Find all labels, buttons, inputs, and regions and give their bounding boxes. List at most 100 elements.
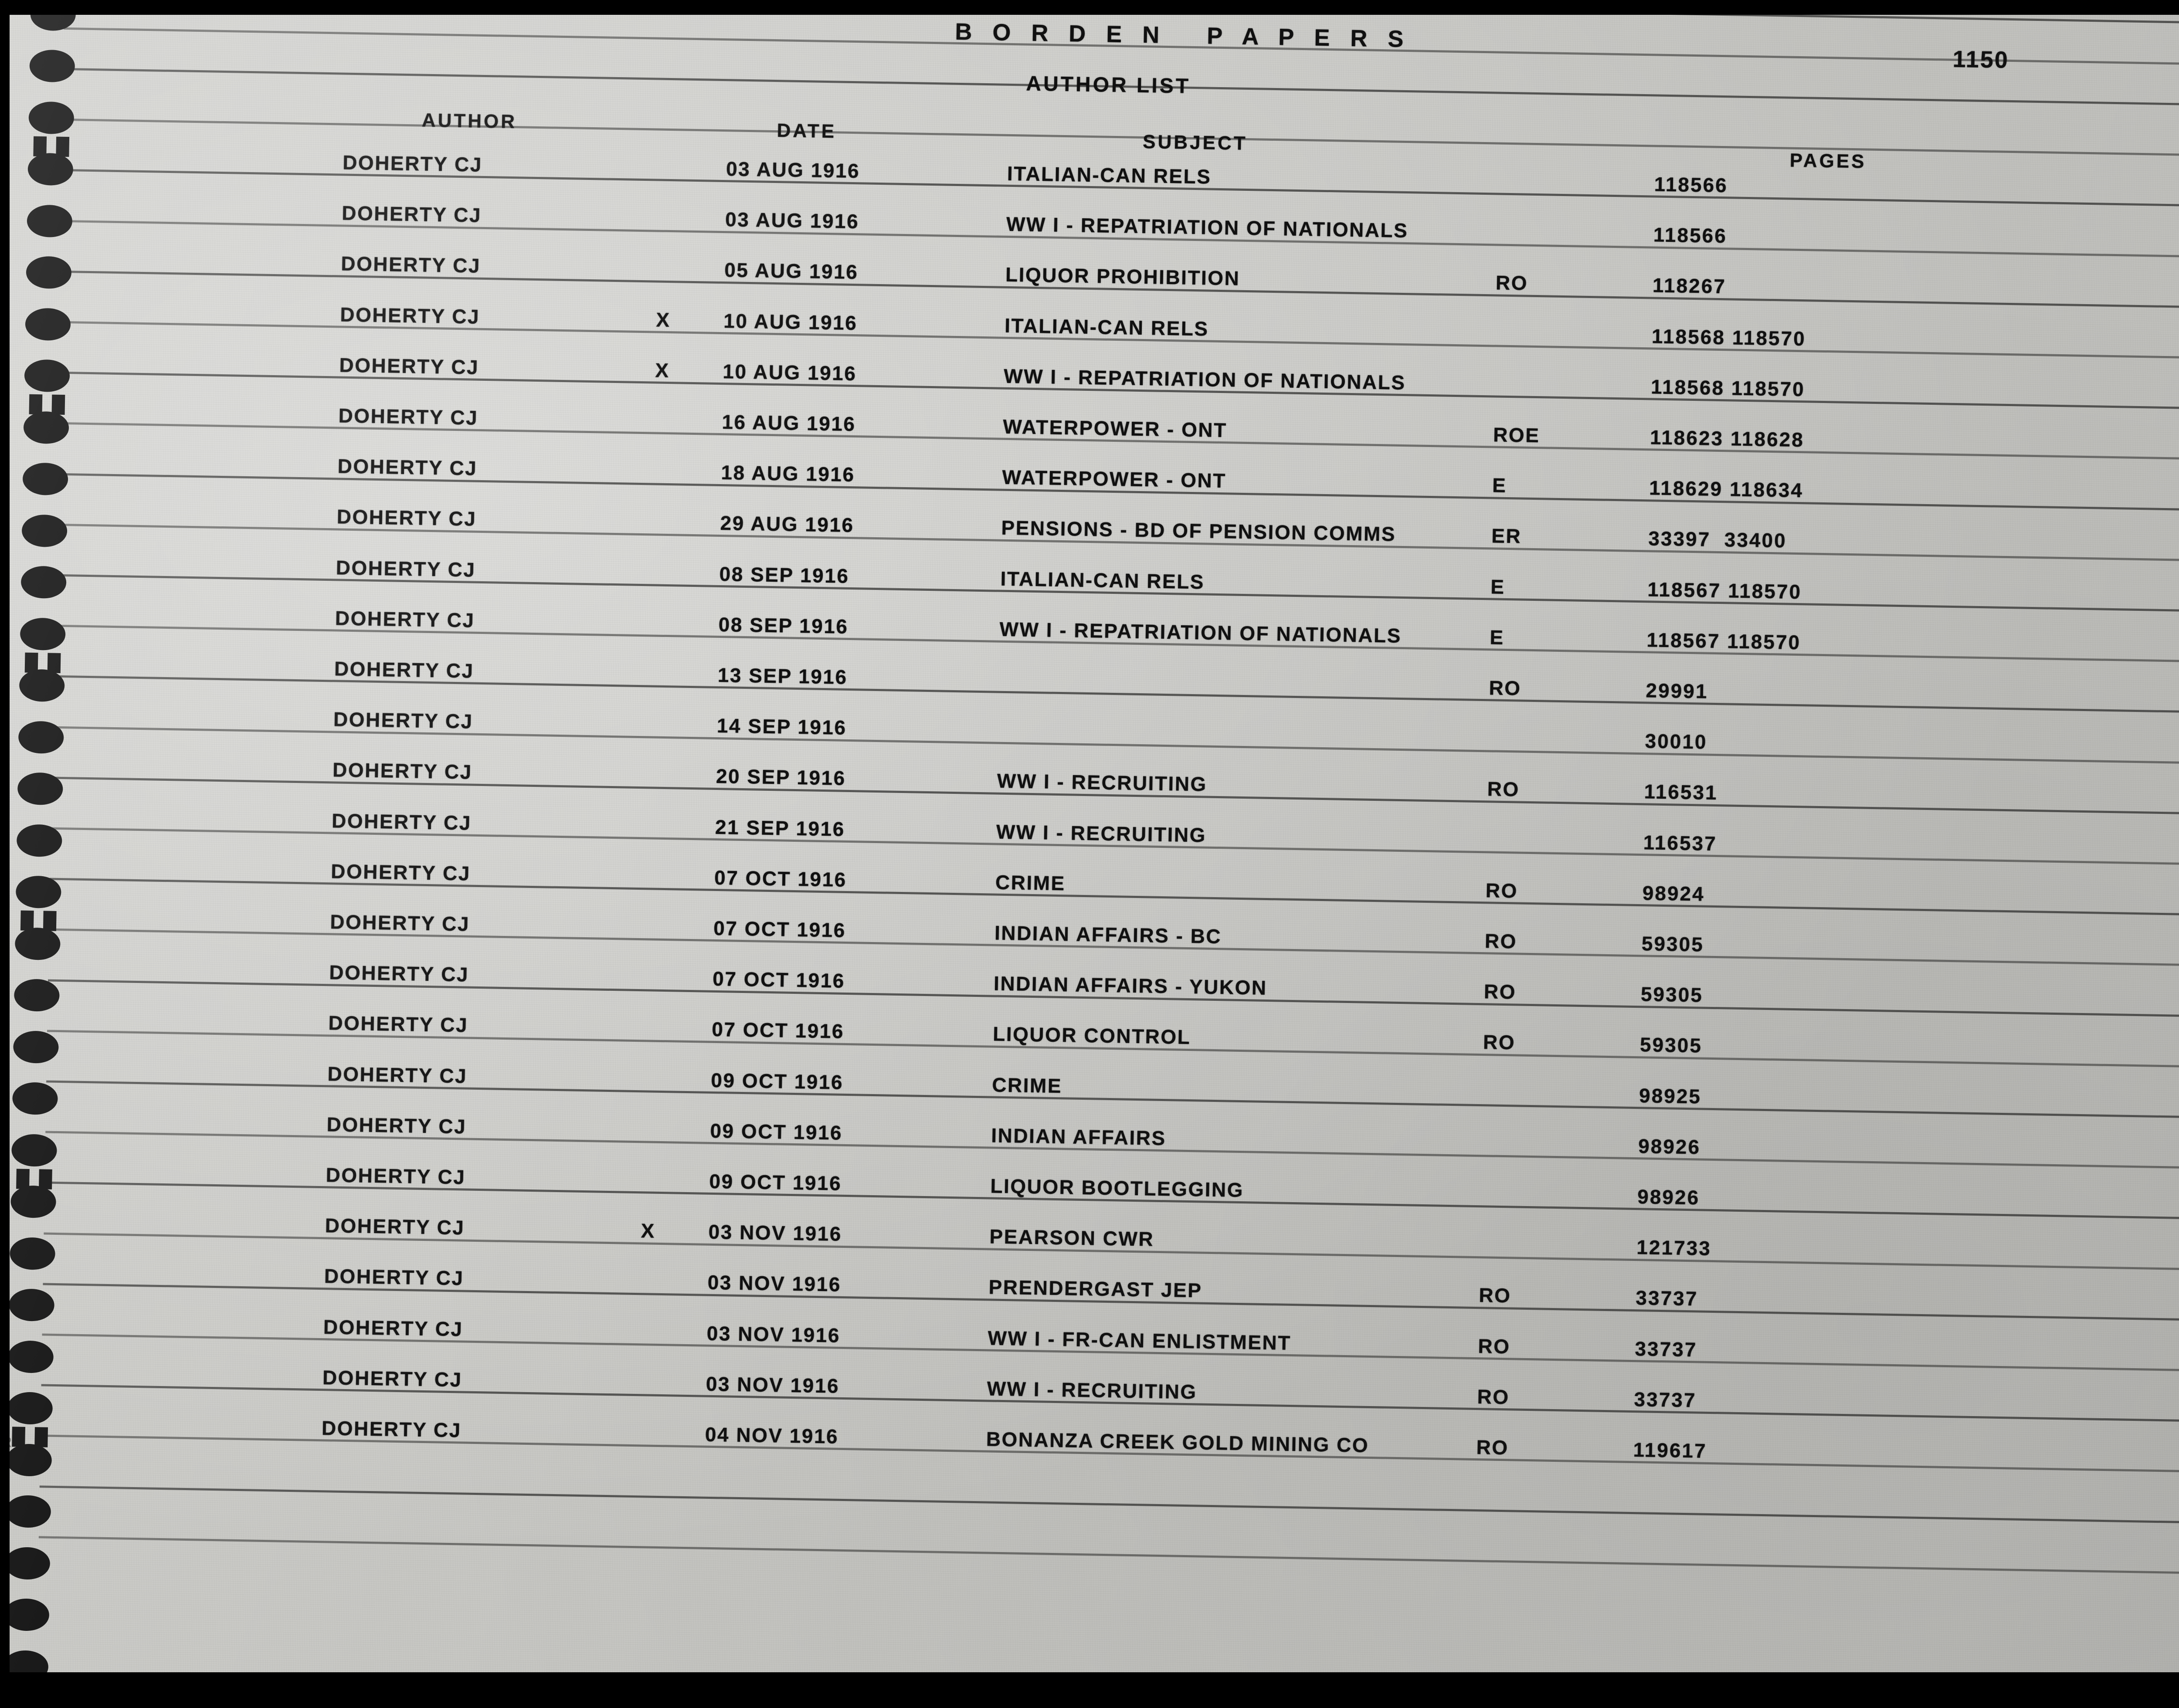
- cell-author: DOHERTY CJ: [321, 1417, 462, 1442]
- cell-author: DOHERTY CJ: [336, 556, 476, 581]
- cell-flag: X: [641, 1219, 656, 1242]
- cell-date: 03 NOV 1916: [706, 1322, 841, 1347]
- sprocket-hole: [14, 927, 61, 960]
- cell-pages: 29991: [1646, 679, 1708, 703]
- cell-code: E: [1490, 575, 1506, 598]
- cell-date: 03 NOV 1916: [707, 1271, 842, 1296]
- sprocket-hole: [26, 256, 72, 289]
- cell-pages: 30010: [1645, 729, 1707, 753]
- cell-code: RO: [1476, 1436, 1509, 1459]
- cell-date: 03 AUG 1916: [725, 208, 859, 233]
- cell-subject: ITALIAN-CAN RELS: [1000, 567, 1205, 593]
- cell-date: 07 OCT 1916: [711, 1018, 845, 1043]
- cell-author: DOHERTY CJ: [328, 1011, 468, 1037]
- cell-code: RO: [1483, 1030, 1516, 1054]
- cell-subject: WW I - RECRUITING: [996, 820, 1207, 847]
- cell-date: 08 SEP 1916: [718, 613, 849, 638]
- cell-author: DOHERTY CJ: [340, 252, 481, 278]
- sprocket-hole: [27, 204, 73, 237]
- cell-code: RO: [1495, 271, 1528, 295]
- sprocket-hole: [10, 1185, 57, 1218]
- cell-author: DOHERTY CJ: [337, 454, 478, 480]
- cell-date: 18 AUG 1916: [721, 461, 855, 486]
- cell-date: 21 SEP 1916: [715, 815, 845, 840]
- sprocket-hole: [19, 669, 65, 702]
- column-header-author: AUTHOR: [421, 109, 517, 133]
- cell-subject: INDIAN AFFAIRS - BC: [994, 921, 1222, 948]
- cell-date: 10 AUG 1916: [723, 309, 858, 334]
- cell-author: DOHERTY CJ: [339, 353, 479, 379]
- cell-subject: LIQUOR CONTROL: [992, 1022, 1191, 1049]
- cell-date: 05 AUG 1916: [724, 258, 859, 284]
- cell-author: DOHERTY CJ: [342, 151, 483, 176]
- cell-date: 14 SEP 1916: [716, 714, 847, 739]
- sprocket-hole: [10, 1237, 56, 1270]
- sprocket-hole: [9, 1288, 55, 1322]
- cell-code: E: [1490, 626, 1505, 649]
- cell-author: DOHERTY CJ: [332, 758, 473, 784]
- cell-date: 08 SEP 1916: [719, 562, 849, 587]
- cell-author: DOHERTY CJ: [329, 961, 469, 986]
- registration-tick: [51, 394, 65, 415]
- sprocket-strip-left: [0, 0, 102, 1708]
- registration-tick: [12, 1427, 26, 1447]
- sprocket-hole: [4, 1546, 51, 1580]
- cell-pages: 98924: [1642, 881, 1705, 905]
- column-header-date: DATE: [777, 120, 837, 142]
- registration-tick: [34, 1427, 48, 1447]
- cell-code: E: [1492, 474, 1507, 497]
- cell-date: 03 NOV 1916: [708, 1220, 842, 1246]
- cell-pages: 98925: [1639, 1084, 1702, 1108]
- cell-author: DOHERTY CJ: [334, 657, 475, 682]
- cell-author: DOHERTY CJ: [341, 201, 482, 227]
- list-title: AUTHOR LIST: [1025, 72, 1191, 98]
- frame-edge-bottom: [0, 1672, 2179, 1708]
- cell-date: 09 OCT 1916: [710, 1119, 843, 1144]
- sprocket-hole: [3, 1598, 50, 1631]
- sprocket-hole: [13, 1030, 59, 1064]
- page-number: 1150: [1952, 46, 2009, 73]
- sprocket-hole: [18, 720, 64, 754]
- cell-date: 03 NOV 1916: [706, 1372, 840, 1397]
- cell-pages: 59305: [1639, 1033, 1703, 1057]
- cell-code: RO: [1479, 1284, 1511, 1307]
- cell-subject: WATERPOWER - ONT: [1002, 415, 1228, 442]
- cell-pages: 118629 118634: [1649, 476, 1804, 502]
- sprocket-hole: [8, 1340, 54, 1373]
- sprocket-hole: [7, 1392, 53, 1425]
- sprocket-hole: [24, 359, 70, 393]
- cell-subject: CRIME: [991, 1073, 1062, 1097]
- cell-author: DOHERTY CJ: [324, 1264, 464, 1290]
- sprocket-hole: [28, 101, 75, 134]
- frame-edge-left: [0, 0, 10, 1708]
- column-header-pages: PAGES: [1789, 149, 1867, 173]
- sprocket-hole: [22, 462, 68, 496]
- frame-edge-top: [0, 0, 2179, 15]
- cell-pages: 118568 118570: [1650, 375, 1806, 401]
- cell-subject: ITALIAN-CAN RELS: [1007, 162, 1212, 188]
- cell-author: DOHERTY CJ: [333, 708, 474, 733]
- guide-rule: [39, 1485, 2179, 1524]
- sprocket-hole: [27, 152, 74, 186]
- cell-date: 03 AUG 1916: [726, 157, 860, 183]
- cell-date: 07 OCT 1916: [713, 916, 846, 942]
- guide-rule: [38, 1536, 2179, 1575]
- cell-author: DOHERTY CJ: [340, 303, 480, 328]
- sprocket-hole: [20, 566, 67, 599]
- cell-pages: 118566: [1653, 223, 1728, 247]
- cell-code: RO: [1489, 676, 1522, 700]
- cell-pages: 118623 118628: [1650, 426, 1805, 451]
- cell-code: RO: [1484, 929, 1517, 953]
- cell-pages: 116531: [1644, 780, 1718, 804]
- sprocket-hole: [15, 875, 61, 909]
- cell-pages: 98926: [1637, 1185, 1700, 1209]
- cell-author: DOHERTY CJ: [327, 1062, 468, 1088]
- cell-pages: 121733: [1636, 1236, 1712, 1260]
- cell-pages: 116537: [1643, 830, 1717, 855]
- cell-pages: 118567 118570: [1646, 628, 1801, 654]
- cell-subject: PEARSON CWR: [989, 1225, 1154, 1250]
- sprocket-hole: [16, 824, 62, 857]
- cell-code: ROE: [1493, 423, 1540, 447]
